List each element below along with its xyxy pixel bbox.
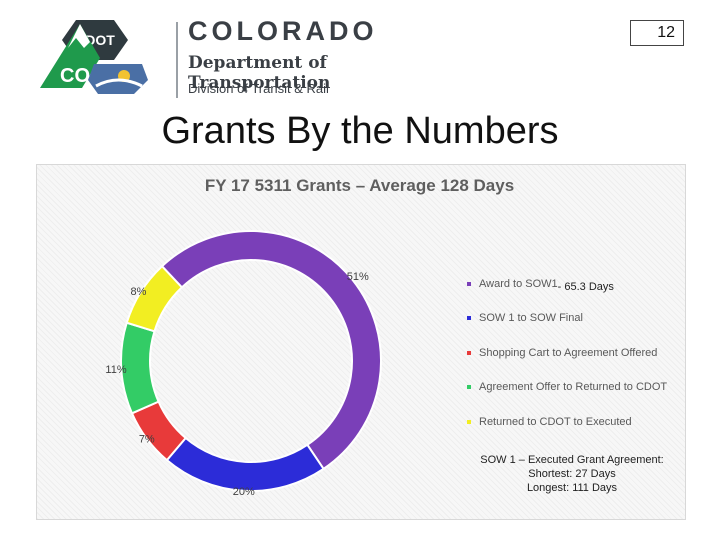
legend-label-4: Agreement Offer to Returned to CDOT <box>479 381 668 393</box>
legend-swatch-1 <box>467 282 471 286</box>
legend-item-2: SOW 1 to SOW Final <box>467 311 682 326</box>
page-number: 12 <box>630 20 684 46</box>
logo-subtitle: Department of Transportation <box>188 53 331 93</box>
chart-title: FY 17 5311 Grants – Average 128 Days <box>204 176 515 195</box>
donut-slice-1 <box>160 230 382 471</box>
legend-label-5: Returned to CDOT to Executed <box>479 416 632 428</box>
data-label-1: 51% <box>347 271 369 283</box>
legend-item-3: Shopping Cart to Agreement Offered <box>467 346 682 361</box>
legend-label-3: Shopping Cart to Agreement Offered <box>479 347 658 359</box>
legend-item-1: Award to SOW1- 65.3 Days <box>467 277 682 293</box>
donut-slice-5 <box>125 264 184 333</box>
cdot-logo: CDOT CO COLORADO Department of Transport… <box>38 16 458 100</box>
donut-chart: 51% 20% 7% 11% 8% <box>105 230 382 498</box>
logo-division: Division of Transit & Rail <box>188 81 329 96</box>
data-label-3: 7% <box>139 434 155 446</box>
legend-label-2: SOW 1 to SOW Final <box>479 312 583 324</box>
data-label-4: 11% <box>105 364 126 376</box>
legend-swatch-4 <box>467 385 471 389</box>
badge-letters: CO <box>60 65 90 87</box>
data-label-5: 8% <box>131 286 147 298</box>
duration-note: SOW 1 – Executed Grant Agreement: Shorte… <box>467 453 677 495</box>
legend-swatch-5 <box>467 420 471 424</box>
slide-title: Grants By the Numbers <box>161 110 559 152</box>
legend-swatch-2 <box>467 316 471 320</box>
cdot-badge-icon: CDOT CO <box>40 20 148 94</box>
note-line-2: Shortest: 27 Days <box>528 468 616 480</box>
note-line-3: Longest: 111 Days <box>526 482 618 494</box>
chart-panel: FY 17 5311 Grants – Average 128 Days 51%… <box>36 164 686 520</box>
data-label-2: 20% <box>233 486 255 498</box>
logo-divider <box>176 22 178 98</box>
donut-slice-2 <box>165 436 325 492</box>
legend-item-4: Agreement Offer to Returned to CDOT <box>467 380 682 395</box>
logo-title: COLORADO <box>188 16 378 46</box>
note-line-1: SOW 1 – Executed Grant Agreement: <box>480 454 664 466</box>
legend-item-5: Returned to CDOT to Executed <box>467 415 682 430</box>
award-days-annotation: - 65.3 Days <box>557 281 614 293</box>
legend-swatch-3 <box>467 351 471 355</box>
legend-label-1: Award to SOW1- 65.3 Days <box>479 278 614 293</box>
